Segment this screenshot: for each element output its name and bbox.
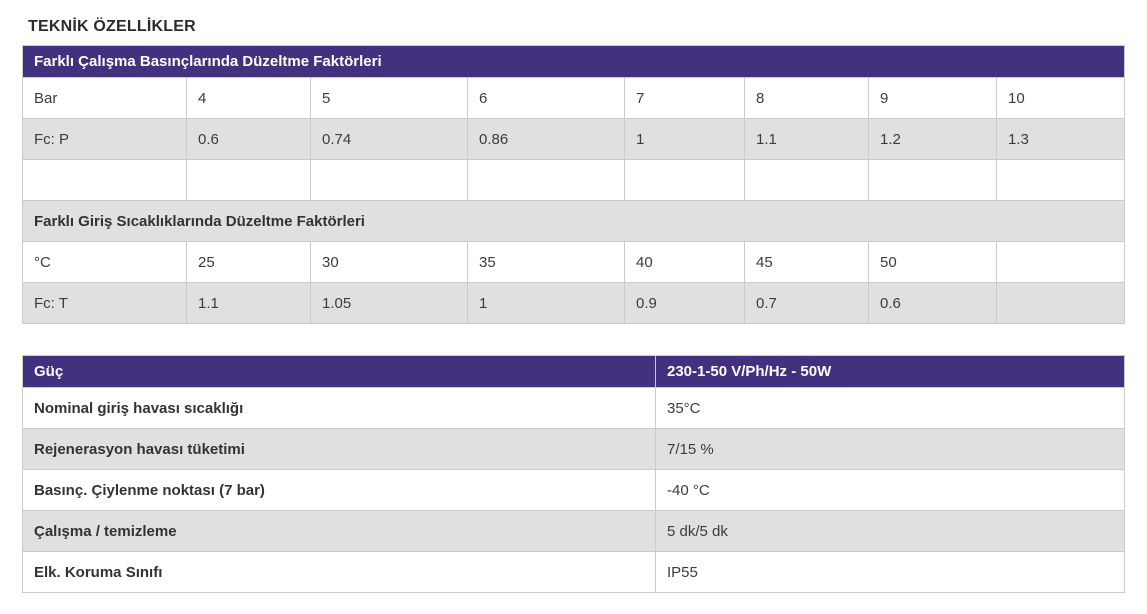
temperature-section-title: Farklı Giriş Sıcaklıklarında Düzeltme Fa… — [21, 200, 1126, 242]
empty-cell — [744, 159, 869, 201]
empty-row — [22, 159, 1126, 201]
spec-label: Çalışma / temizleme — [22, 510, 656, 552]
empty-cell — [624, 159, 745, 201]
fct-value: 1.1 — [186, 282, 311, 324]
spec-value: 35°C — [655, 387, 1125, 429]
empty-cell — [310, 159, 468, 201]
fct-value: 1.05 — [310, 282, 468, 324]
spec-row: Basınç. Çiylenme noktası (7 bar) -40 °C — [22, 469, 1125, 511]
power-spec-table: Güç 230-1-50 V/Ph/Hz - 50W Nominal giriş… — [22, 355, 1125, 593]
spec-label: Elk. Koruma Sınıfı — [22, 551, 656, 593]
row-label: Bar — [22, 77, 187, 119]
fcp-value: 1.2 — [868, 118, 997, 160]
fcp-row: Fc: P 0.6 0.74 0.86 1 1.1 1.2 1.3 — [22, 118, 1126, 160]
fcp-value: 0.6 — [186, 118, 311, 160]
spec-row: Çalışma / temizleme 5 dk/5 dk — [22, 510, 1125, 552]
page-container: TEKNİK ÖZELLİKLER Farklı Çalışma Basınçl… — [21, 18, 1142, 593]
temperature-section-header-row: Farklı Giriş Sıcaklıklarında Düzeltme Fa… — [21, 200, 1126, 242]
bar-value: 6 — [467, 77, 625, 119]
table-spacer — [22, 324, 1142, 355]
temp-value: 40 — [624, 241, 745, 283]
bar-value: 5 — [310, 77, 468, 119]
spec-value: IP55 — [655, 551, 1125, 593]
pressure-section-header-row: Farklı Çalışma Basınçlarında Düzeltme Fa… — [21, 45, 1126, 78]
temp-value: 30 — [310, 241, 468, 283]
fct-row: Fc: T 1.1 1.05 1 0.9 0.7 0.6 — [22, 282, 1126, 324]
row-label: Fc: P — [22, 118, 187, 160]
fct-value — [995, 282, 1126, 324]
bar-value: 7 — [624, 77, 745, 119]
bar-value: 9 — [868, 77, 997, 119]
fct-value: 0.9 — [624, 282, 745, 324]
fcp-value: 1 — [624, 118, 745, 160]
fcp-value: 1.3 — [995, 118, 1126, 160]
correction-factors-table: Farklı Çalışma Basınçlarında Düzeltme Fa… — [21, 45, 1126, 324]
power-header-value: 230-1-50 V/Ph/Hz - 50W — [655, 355, 1125, 388]
temp-value: 45 — [744, 241, 869, 283]
power-header-row: Güç 230-1-50 V/Ph/Hz - 50W — [22, 355, 1125, 388]
bar-value: 8 — [744, 77, 869, 119]
celsius-row: °C 25 30 35 40 45 50 — [22, 241, 1126, 283]
empty-cell — [995, 159, 1126, 201]
bar-row: Bar 4 5 6 7 8 9 10 — [22, 77, 1126, 119]
fcp-value: 0.86 — [467, 118, 625, 160]
fcp-value: 1.1 — [744, 118, 869, 160]
spec-label: Basınç. Çiylenme noktası (7 bar) — [22, 469, 656, 511]
power-header-label: Güç — [22, 355, 656, 388]
row-label: Fc: T — [22, 282, 187, 324]
spec-row: Nominal giriş havası sıcaklığı 35°C — [22, 387, 1125, 429]
empty-cell — [467, 159, 625, 201]
spec-label: Rejenerasyon havası tüketimi — [22, 428, 656, 470]
temp-value: 50 — [868, 241, 997, 283]
spec-value: -40 °C — [655, 469, 1125, 511]
empty-cell — [868, 159, 997, 201]
page-title: TEKNİK ÖZELLİKLER — [28, 18, 196, 35]
fct-value: 1 — [467, 282, 625, 324]
spec-row: Rejenerasyon havası tüketimi 7/15 % — [22, 428, 1125, 470]
fct-value: 0.7 — [744, 282, 869, 324]
empty-cell — [22, 159, 187, 201]
spec-value: 7/15 % — [655, 428, 1125, 470]
fct-value: 0.6 — [868, 282, 997, 324]
temp-value — [995, 241, 1126, 283]
empty-cell — [186, 159, 311, 201]
bar-value: 4 — [186, 77, 311, 119]
temp-value: 25 — [186, 241, 311, 283]
bar-value: 10 — [995, 77, 1126, 119]
pressure-section-title: Farklı Çalışma Basınçlarında Düzeltme Fa… — [21, 45, 1126, 78]
spec-value: 5 dk/5 dk — [655, 510, 1125, 552]
spec-row: Elk. Koruma Sınıfı IP55 — [22, 551, 1125, 593]
spec-label: Nominal giriş havası sıcaklığı — [22, 387, 656, 429]
fcp-value: 0.74 — [310, 118, 468, 160]
row-label: °C — [22, 241, 187, 283]
temp-value: 35 — [467, 241, 625, 283]
